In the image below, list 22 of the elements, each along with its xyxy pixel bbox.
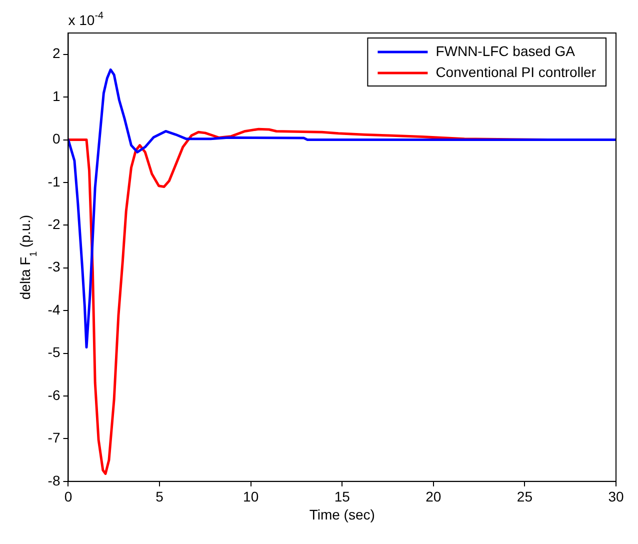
x-tick-label: 0 bbox=[64, 488, 72, 505]
x-tick-label: 10 bbox=[243, 488, 259, 505]
y-tick-label: 0 bbox=[52, 130, 60, 147]
y-tick-label: 2 bbox=[52, 45, 60, 62]
y-tick-label: -7 bbox=[48, 430, 60, 446]
x-axis-title: Time (sec) bbox=[309, 506, 375, 522]
y-axis-title: delta F1 (p.u.) bbox=[17, 214, 40, 300]
y-tick-label: -5 bbox=[48, 344, 60, 360]
x-tick-label: 15 bbox=[334, 488, 350, 505]
x-tick-label: 5 bbox=[156, 488, 164, 505]
x-tick-label: 20 bbox=[426, 488, 442, 505]
y-tick-label: -6 bbox=[48, 386, 60, 403]
y-tick-label: 1 bbox=[52, 88, 60, 104]
y-tick-label: -2 bbox=[48, 216, 60, 232]
y-tick-label: -8 bbox=[48, 472, 60, 488]
legend-label: Conventional PI controller bbox=[436, 64, 596, 80]
y-tick-label: -1 bbox=[48, 173, 60, 190]
y-tick-label: -3 bbox=[48, 258, 60, 275]
legend-label: FWNN-LFC based GA bbox=[436, 42, 576, 59]
x-tick-label: 30 bbox=[608, 488, 624, 505]
y-tick-label: -4 bbox=[48, 301, 60, 318]
x-tick-label: 25 bbox=[516, 488, 533, 505]
